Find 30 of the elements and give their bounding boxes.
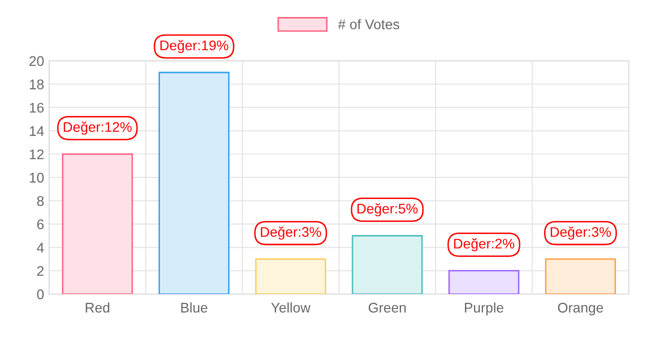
x-tick-label: Green [368, 302, 406, 313]
bar [158, 72, 230, 294]
bar [255, 258, 326, 294]
data-label: Değer:5% [358, 203, 418, 216]
x-tick-label: Orange [558, 302, 604, 316]
bar [545, 258, 616, 294]
y-tick-label: 14 [30, 126, 44, 136]
y-tick-label: 6 [37, 219, 44, 230]
bar [352, 235, 423, 294]
data-label: Değer:12% [64, 122, 132, 135]
x-tick-label: Blue [181, 302, 208, 313]
y-tick-label: 2 [37, 266, 44, 276]
y-tick-label: 4 [36, 242, 44, 252]
data-label: Değer:3% [260, 226, 322, 240]
x-tick-label: Red [86, 302, 110, 313]
x-tick-label: Purple [464, 302, 504, 316]
x-tick-label: Yellow [271, 302, 311, 313]
bar [62, 153, 133, 294]
legend-label: # of Votes [338, 19, 400, 30]
bar [448, 270, 520, 294]
data-label: Değer:19% [160, 40, 228, 54]
y-tick-label: 8 [37, 196, 44, 206]
y-tick-label: 0 [37, 289, 44, 300]
y-tick-label: 16 [30, 102, 44, 113]
data-label: Değer:2% [454, 238, 514, 252]
y-tick-label: 20 [30, 56, 44, 66]
y-tick-label: 12 [30, 149, 44, 160]
data-label: Değer:3% [550, 226, 611, 240]
y-tick-label: 10 [30, 172, 44, 183]
y-tick-label: 18 [30, 79, 44, 90]
